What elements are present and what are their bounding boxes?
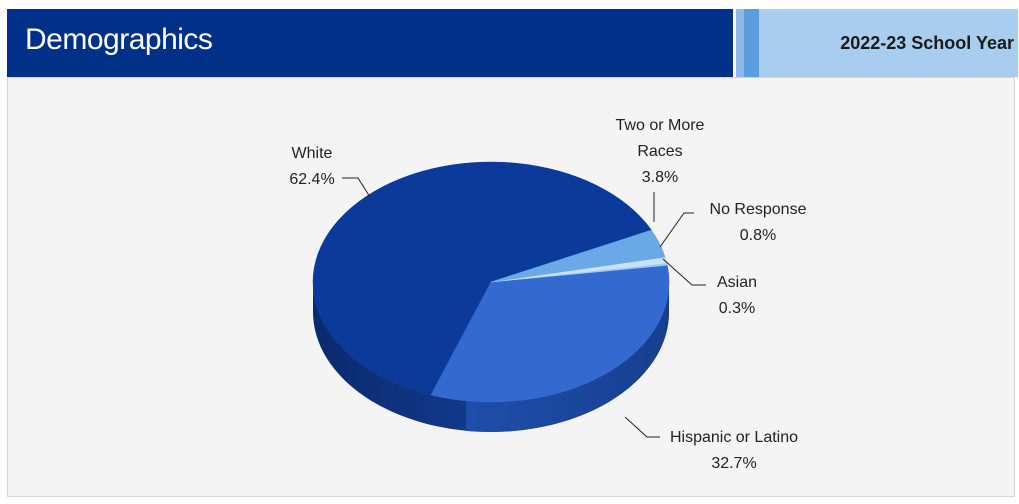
slice-label-hispanic: Hispanic or Latino [670,429,798,446]
leader-line-white [342,178,370,197]
slice-label-asian: Asian [717,274,757,291]
slice-label-no-response: No Response [710,201,807,218]
leader-line-hispanic [625,417,660,437]
slice-label-two-or-more-line2: Races [637,143,682,160]
pie-slices [313,162,669,402]
slice-value-no-response: 0.8% [740,227,776,244]
leader-line-no-response [660,213,694,247]
slice-value-white: 62.4% [289,171,334,188]
slice-label-white: White [292,145,333,162]
leader-line-asian [663,259,706,285]
slice-value-asian: 0.3% [719,300,755,317]
slice-value-hispanic: 32.7% [711,455,756,472]
slice-value-two-or-more: 3.8% [642,169,678,186]
slice-label-two-or-more-line1: Two or More [616,117,705,134]
